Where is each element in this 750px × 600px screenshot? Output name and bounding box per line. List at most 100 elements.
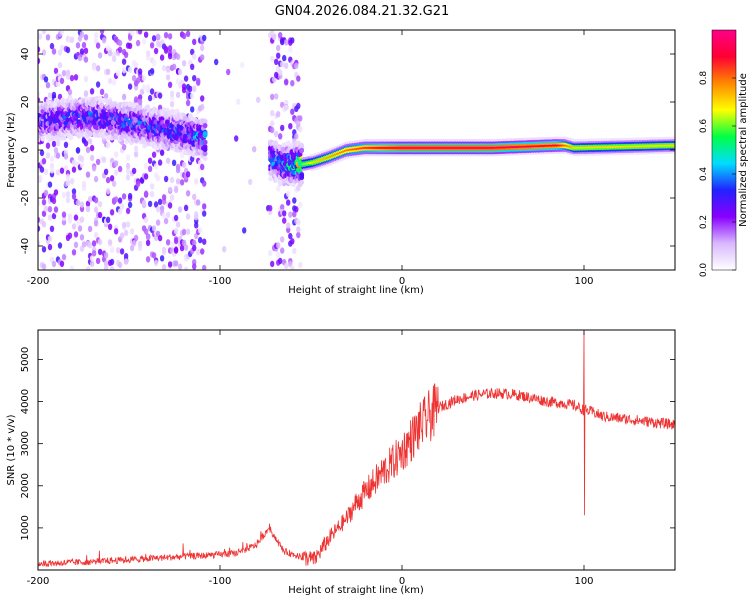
spectrogram-cell <box>53 206 59 213</box>
spectrogram-cell <box>185 228 191 235</box>
spectrogram-cell <box>196 199 201 206</box>
spectrogram-cell <box>270 93 275 101</box>
spectrogram-cell <box>65 179 71 187</box>
spectrogram-cell <box>278 257 283 265</box>
spectrogram-cell <box>141 38 147 45</box>
spectrogram-cell <box>95 42 101 49</box>
spectrogram-cell <box>169 241 175 248</box>
spectrogram-cell <box>141 84 147 91</box>
spectrogram-cell <box>91 240 97 247</box>
spectrogram-cell <box>236 98 241 105</box>
spectrogram-cell <box>202 151 208 157</box>
spectrogram-cell <box>103 260 109 267</box>
spectrogram-cell <box>276 111 281 118</box>
spectrogram-cell <box>161 248 167 255</box>
spectrogram-cell <box>83 56 89 63</box>
spectrogram-cell <box>248 178 253 186</box>
spectrogram-cell <box>51 260 57 268</box>
spectrogram-cell <box>298 261 303 269</box>
spectrogram-cell <box>91 250 97 257</box>
spectrogram-cell <box>127 42 133 50</box>
spectrogram-cell <box>270 260 275 268</box>
spectrogram-cell <box>123 258 129 265</box>
spectrogram-cell <box>89 260 95 267</box>
spectrogram-cell <box>159 149 165 156</box>
spectrogram-cell <box>148 131 154 137</box>
spectrogram-cell <box>79 201 85 208</box>
spectrogram-cell <box>181 60 187 67</box>
spectrogram-cell <box>79 234 85 241</box>
spectrogram-cell <box>177 206 183 213</box>
spectrogram-cell <box>147 200 153 208</box>
spectrogram-cell <box>93 220 99 227</box>
spectrogram-cell <box>145 84 151 91</box>
spectrogram-cell <box>299 147 305 153</box>
spectrogram-cell <box>202 203 207 210</box>
spectrogram-cell <box>290 80 295 87</box>
spectrogram-cell <box>89 88 95 95</box>
spectrogram-cell <box>49 155 55 163</box>
spectrogram-cell <box>83 140 89 147</box>
spectrogram-cell <box>119 203 125 210</box>
spectrogram-cell <box>222 246 227 253</box>
spectrogram-cell <box>41 158 47 165</box>
spectrogram-cell <box>65 173 71 180</box>
spectrogram-cell <box>85 266 91 270</box>
spectrogram-cell <box>299 142 305 148</box>
spectrogram-cell <box>109 209 115 216</box>
spectrogram-cell <box>61 211 67 218</box>
spectrogram-cell <box>282 210 287 217</box>
spectrogram-cell <box>57 61 63 69</box>
spectrogram-cell <box>87 196 93 203</box>
spectrogram-cell <box>268 176 273 182</box>
colorbar-label: Normalized spectral amplitude <box>738 73 749 227</box>
spectrogram-cell <box>192 244 197 252</box>
spectrogram-cell <box>61 253 67 261</box>
spectrogram-cell <box>202 180 207 187</box>
spectrogram-ytick-label: 20 <box>20 96 31 109</box>
snr-xlabel: Height of straight line (km) <box>288 585 424 596</box>
snr-ytick-label: 3000 <box>20 431 31 456</box>
spectrogram-cell <box>123 229 129 236</box>
spectrogram-cell <box>41 30 47 35</box>
spectrogram-cell <box>288 211 293 218</box>
spectrogram-cell <box>95 257 101 265</box>
spectrogram-cell <box>85 146 91 154</box>
spectrogram-cell <box>198 236 203 244</box>
spectrogram-cell <box>165 66 171 74</box>
spectrogram-cell <box>89 255 95 262</box>
spectrogram-cell <box>49 42 55 50</box>
spectrogram-cell <box>113 160 119 167</box>
spectrogram-cell <box>169 100 175 108</box>
spectrogram-cell <box>175 53 181 60</box>
spectrogram-cell <box>181 161 187 169</box>
spectrogram-cell <box>179 244 185 252</box>
spectrogram-cell <box>200 163 205 171</box>
spectrogram-cell <box>165 74 171 81</box>
spectrogram-cell <box>278 32 283 39</box>
spectrogram-cell <box>83 90 89 97</box>
spectrogram-cell <box>183 244 189 251</box>
spectrogram-cell <box>286 226 291 234</box>
spectrogram-cell <box>192 239 197 247</box>
spectrogram-cell <box>61 70 67 77</box>
spectrogram-cell <box>169 108 175 114</box>
spectrogram-cell <box>137 68 143 75</box>
spectrogram-cell <box>137 98 143 106</box>
spectrogram-cell <box>234 135 239 142</box>
spectrogram-cell <box>280 247 285 254</box>
spectrogram-cell <box>177 68 183 76</box>
spectrogram-cell <box>93 232 99 239</box>
spectrogram-cell <box>93 197 99 204</box>
spectrogram-cell <box>165 239 171 246</box>
spectrogram-cell <box>38 91 41 98</box>
spectrogram-cell <box>133 96 139 103</box>
spectrogram-cell <box>181 32 187 40</box>
spectrogram-cell <box>43 76 49 83</box>
spectrogram-cell <box>55 152 61 159</box>
spectrogram-cell <box>192 263 197 270</box>
colorbar-tick-label: 0.8 <box>699 71 709 86</box>
spectrogram-cell <box>151 151 157 158</box>
snr-ylabel: SNR (10 * v/v) <box>6 414 17 485</box>
spectrogram-cell <box>181 86 187 94</box>
